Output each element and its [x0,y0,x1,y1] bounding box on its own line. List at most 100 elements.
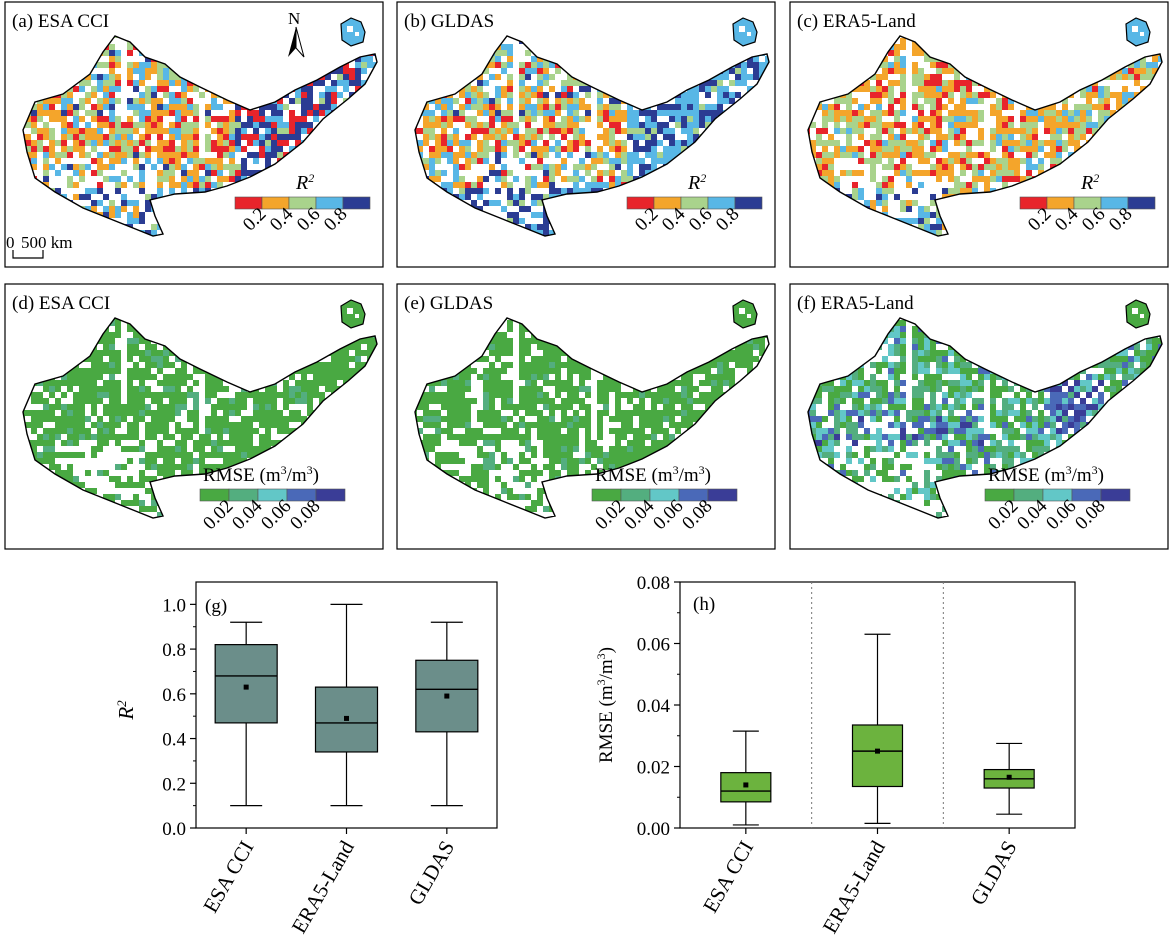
map-pixel [507,116,513,122]
map-pixel [990,140,996,146]
map-pixel [966,92,972,98]
map-pixel [870,164,876,170]
map-pixel [948,164,954,170]
map-pixel [717,104,723,110]
map-pixel [609,116,615,122]
map-pixel [846,128,852,134]
map-pixel [253,134,259,140]
map-pixel [489,200,495,206]
map-pixel [675,116,681,122]
map-pixel [549,134,555,140]
map-pixel [265,122,271,128]
map-pixel [537,86,543,92]
map-pixel [870,134,876,140]
map-pixel [882,86,888,92]
map-pixel [489,98,495,104]
map-pixel [25,134,31,140]
map-pixel [1080,134,1086,140]
map-pixel [1056,146,1062,152]
map-pixel [822,104,828,110]
map-pixel [181,134,187,140]
map-pixel [870,140,876,146]
map-pixel [930,224,936,230]
map-pixel [513,194,519,200]
map-pixel [211,182,217,188]
map-pixel [1050,104,1056,110]
map-pixel [145,86,151,92]
map-pixel [912,98,918,104]
map-pixel [313,116,319,122]
map-pixel [187,128,193,134]
map-pixel [864,158,870,164]
map-pixel [918,158,924,164]
map-pixel [990,128,996,134]
map-pixel [705,80,711,86]
map-pixel [531,176,537,182]
map-pixel [465,146,471,152]
map-pixel [954,176,960,182]
map-pixel [55,158,61,164]
map-pixel [1020,140,1026,146]
map-pixel [127,104,133,110]
map-pixel [828,104,834,110]
map-pixel [519,194,525,200]
map-pixel [73,164,79,170]
map-pixel [477,122,483,128]
map-pixel [145,128,151,134]
map-pixel [91,74,97,80]
map-pixel [253,140,259,146]
map-pixel [549,62,555,68]
map-pixel [1140,62,1146,68]
map-pixel [519,86,525,92]
map-pixel [948,86,954,92]
map-pixel [597,146,603,152]
map-pixel [864,104,870,110]
map-pixel [870,170,876,176]
map-pixel [471,98,477,104]
map-pixel [1086,110,1092,116]
map-pixel [906,206,912,212]
map-pixel [295,98,301,104]
map-pixel [1062,104,1068,110]
map-pixel [741,62,747,68]
map-pixel [441,146,447,152]
map-pixel [597,182,603,188]
map-pixel [277,98,283,104]
region-outline [414,35,770,237]
map-pixel [313,80,319,86]
map-pixel [621,152,627,158]
map-pixel [870,200,876,206]
map-pixel [966,116,972,122]
map-pixel [543,92,549,98]
map-pixel [325,86,331,92]
map-pixel [43,122,49,128]
map-pixel [828,134,834,140]
map-pixel [151,68,157,74]
map-pixel [918,116,924,122]
map-pixel [61,152,67,158]
map-pixel [205,116,211,122]
map-pixel [591,152,597,158]
map-pixel [483,122,489,128]
map-pixel [984,188,990,194]
map-pixel [900,170,906,176]
map-pixel [495,116,501,122]
map-pixel [1098,122,1104,128]
map-pixel [465,140,471,146]
map-pixel [1134,68,1140,74]
map-pixel [259,152,265,158]
map-pixel [415,128,417,134]
map-pixel [349,80,355,86]
map-pixel [918,224,924,230]
map-pixel [888,86,894,92]
map-pixel [1008,134,1014,140]
map-pixel [543,152,549,158]
map-pixel [217,182,223,188]
map-pixel [960,80,966,86]
map-pixel [169,188,175,194]
map-pixel [1092,104,1098,110]
map-pixel [465,158,471,164]
map-pixel [465,86,471,92]
map-pixel [822,146,828,152]
map-pixel [211,92,217,98]
